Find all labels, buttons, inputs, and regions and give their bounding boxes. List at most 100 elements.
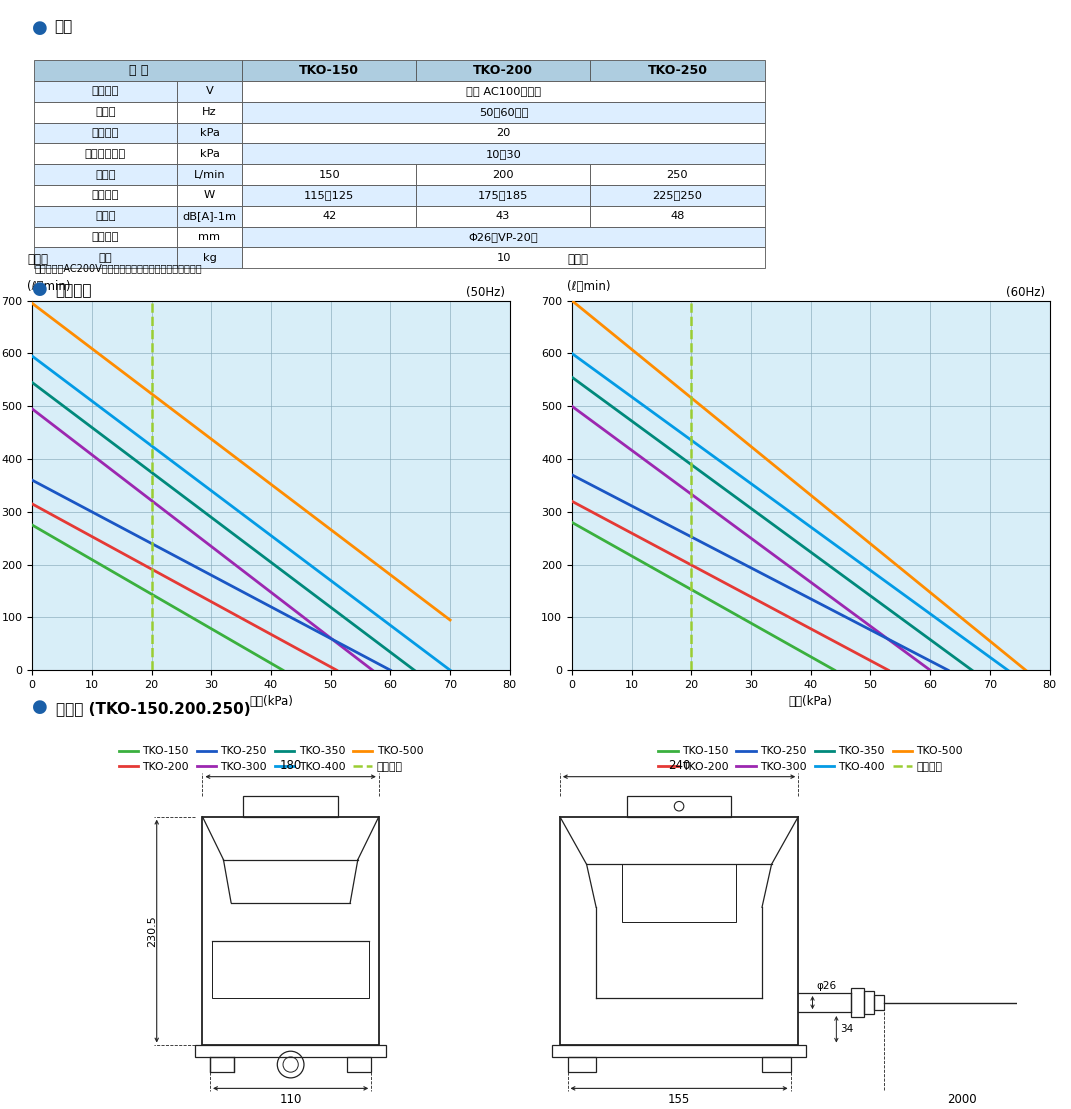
Text: 200: 200 (493, 170, 514, 180)
Text: 周波数: 周波数 (95, 108, 116, 118)
Bar (34, 81, 177, 102)
Bar (568, 1057, 597, 1072)
Bar (242, 60, 417, 81)
Bar (177, 102, 242, 123)
Text: 150: 150 (318, 170, 341, 180)
Text: （注）単相AC200Vも特殊対応可能です。御相談下さい。: （注）単相AC200Vも特殊対応可能です。御相談下さい。 (34, 263, 201, 273)
Bar (590, 185, 765, 206)
Text: TKO-150: TKO-150 (299, 64, 359, 78)
Text: 騒音値: 騒音値 (95, 211, 116, 221)
Text: 吐出口径: 吐出口径 (92, 232, 119, 242)
Text: dB[A]-1m: dB[A]-1m (182, 211, 237, 221)
Bar (627, 796, 731, 816)
Bar (1022, 993, 1039, 1013)
Legend: TKO-150, TKO-200, TKO-250, TKO-300, TKO-350, TKO-400, TKO-500, 定格圧力: TKO-150, TKO-200, TKO-250, TKO-300, TKO-… (115, 742, 427, 776)
Text: TKO-200: TKO-200 (473, 64, 533, 78)
Bar (560, 816, 798, 1046)
Bar (212, 940, 369, 998)
Bar (553, 1046, 805, 1057)
Bar (177, 247, 242, 268)
Bar (242, 185, 417, 206)
Bar (177, 206, 242, 226)
Bar (195, 1046, 387, 1057)
Bar (177, 226, 242, 247)
Text: 230.5: 230.5 (147, 915, 157, 947)
Text: 250: 250 (666, 170, 689, 180)
Text: 定格圧力: 定格圧力 (92, 128, 119, 138)
Bar (34, 143, 177, 164)
Text: 240: 240 (668, 759, 690, 772)
Text: 180: 180 (280, 759, 302, 772)
Bar (177, 164, 242, 185)
Bar (34, 247, 177, 268)
Bar (417, 206, 590, 226)
Bar (177, 143, 242, 164)
Text: Φ26（VP-20）: Φ26（VP-20） (469, 232, 539, 242)
Legend: TKO-150, TKO-200, TKO-250, TKO-300, TKO-350, TKO-400, TKO-500, 定格圧力: TKO-150, TKO-200, TKO-250, TKO-300, TKO-… (654, 742, 967, 776)
Bar (242, 123, 765, 143)
Text: 48: 48 (670, 211, 684, 221)
Text: Hz: Hz (202, 108, 216, 118)
Bar (242, 247, 765, 268)
Text: 10: 10 (496, 253, 511, 263)
Bar (590, 164, 765, 185)
Text: (ℓ／min): (ℓ／min) (28, 281, 71, 293)
Bar (875, 995, 884, 1010)
Text: mm: mm (198, 232, 221, 242)
Text: 10～30: 10～30 (485, 149, 522, 159)
Bar (34, 185, 177, 206)
Bar (417, 185, 590, 206)
Bar (242, 102, 765, 123)
Text: 仕様: 仕様 (55, 19, 73, 34)
Text: 空気量: 空気量 (28, 253, 48, 265)
Text: 34: 34 (840, 1025, 854, 1035)
Text: TKO-250: TKO-250 (647, 64, 708, 78)
Text: 定格電圧: 定格電圧 (92, 87, 119, 96)
Bar (34, 102, 177, 123)
Text: 43: 43 (496, 211, 511, 221)
Text: 225／250: 225／250 (652, 191, 703, 201)
Text: 115／125: 115／125 (304, 191, 355, 201)
Bar (761, 1057, 790, 1072)
Bar (242, 164, 417, 185)
Bar (417, 164, 590, 185)
Bar (622, 864, 736, 922)
Text: L/min: L/min (194, 170, 225, 180)
Text: ●: ● (32, 281, 48, 298)
Text: kPa: kPa (199, 149, 220, 159)
Bar (242, 226, 765, 247)
Text: 使用圧力範囲: 使用圧力範囲 (85, 149, 126, 159)
Text: (ℓ／min): (ℓ／min) (568, 281, 610, 293)
Text: ●: ● (32, 19, 48, 38)
Bar (34, 164, 177, 185)
Text: 20: 20 (496, 128, 511, 138)
Bar (242, 143, 765, 164)
Text: 外観図 (TKO-150.200.250): 外観図 (TKO-150.200.250) (56, 701, 251, 716)
Text: V: V (206, 87, 213, 96)
Text: kg: kg (202, 253, 216, 263)
Text: 空気量: 空気量 (95, 170, 116, 180)
Bar (242, 81, 765, 102)
Bar (242, 206, 417, 226)
Text: 155: 155 (668, 1093, 690, 1106)
Bar (864, 991, 875, 1014)
Text: (50Hz): (50Hz) (466, 286, 506, 298)
Bar (34, 206, 177, 226)
Text: 消費電力: 消費電力 (92, 191, 119, 201)
Text: 空気量: 空気量 (568, 253, 588, 265)
Text: ●: ● (32, 699, 48, 716)
Text: 型 式: 型 式 (129, 64, 148, 78)
Text: W: W (203, 191, 215, 201)
Text: 単相 AC100（注）: 単相 AC100（注） (466, 87, 541, 96)
Bar (177, 185, 242, 206)
Text: 50／60共用: 50／60共用 (479, 108, 528, 118)
Text: 質量: 質量 (99, 253, 112, 263)
Text: kPa: kPa (199, 128, 220, 138)
Bar (177, 123, 242, 143)
Bar (243, 796, 338, 816)
Bar (210, 1057, 233, 1072)
Text: 110: 110 (280, 1093, 302, 1106)
Bar (417, 60, 590, 81)
X-axis label: 圧力(kPa): 圧力(kPa) (250, 695, 292, 709)
Bar (850, 988, 864, 1017)
